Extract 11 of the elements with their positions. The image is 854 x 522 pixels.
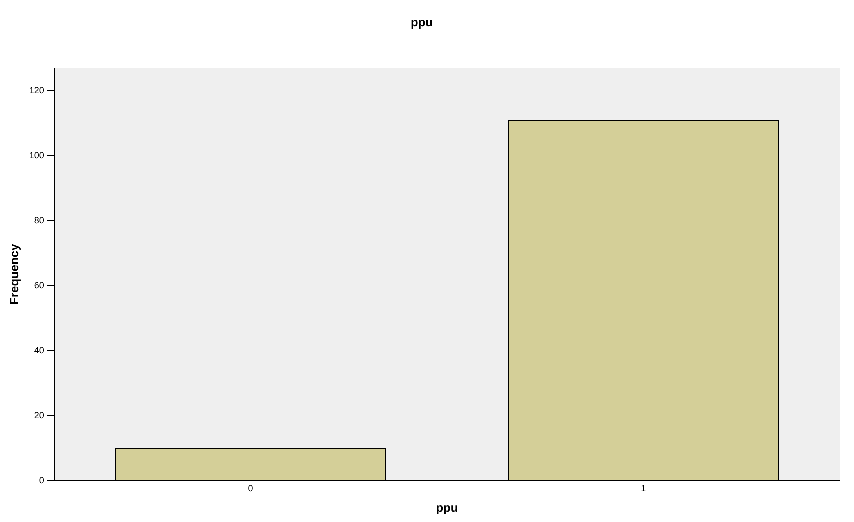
y-tick-label: 60 <box>34 280 44 290</box>
chart-title: ppu <box>411 16 433 30</box>
x-tick-label: 1 <box>641 484 646 494</box>
y-tick-label: 120 <box>29 86 44 96</box>
y-tick-label: 0 <box>39 475 44 486</box>
y-axis-title: Frequency <box>8 244 22 305</box>
x-axis-title: ppu <box>436 501 458 516</box>
y-tick-label: 20 <box>34 410 44 420</box>
y-tick-label: 40 <box>34 345 44 356</box>
y-tick-label: 80 <box>34 216 44 226</box>
y-tick-label: 100 <box>29 150 44 161</box>
